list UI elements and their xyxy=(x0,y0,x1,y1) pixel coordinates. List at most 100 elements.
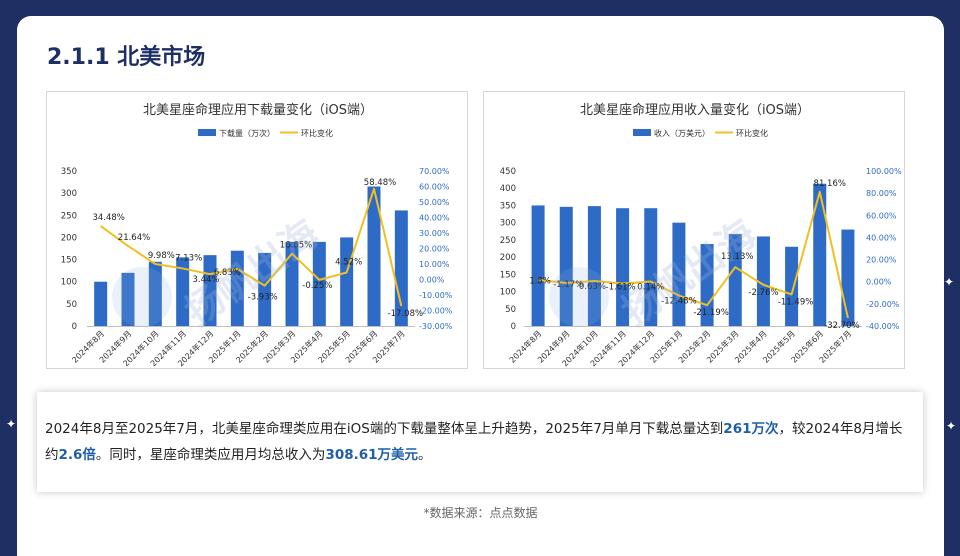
left-axis-tick: 250 xyxy=(500,236,516,246)
data-label-5: 0.14% xyxy=(637,283,664,293)
bar-10 xyxy=(785,246,799,326)
left-axis-tick: 400 xyxy=(500,184,516,194)
left-axis-tick: 0 xyxy=(511,322,516,332)
bar-10 xyxy=(340,237,354,326)
chart-title: 北美星座命理应用下载量变化（iOS端） xyxy=(143,102,373,118)
data-label-6: 6.83% xyxy=(214,268,241,278)
data-label-8: 13.13% xyxy=(721,252,753,262)
data-label-4: 7.13% xyxy=(175,253,202,263)
watermark-logo xyxy=(112,267,172,327)
right-axis-tick: 10.00% xyxy=(419,260,450,269)
bar-3 xyxy=(587,206,601,326)
mom-change-line xyxy=(537,190,849,319)
left-axis-tick: 300 xyxy=(61,189,77,199)
data-label-9: -0.25% xyxy=(302,281,332,291)
right-axis-tick: -40.00% xyxy=(866,322,900,331)
data-label-8: 16.65% xyxy=(280,241,312,251)
left-axis-tick: 150 xyxy=(500,270,516,280)
downloads-chart-panel: 北美星座命理应用下载量变化（iOS端） 下载量（万次） 环比变化 0 50 100 150 2… xyxy=(46,91,468,369)
left-axis-tick: 200 xyxy=(61,233,77,243)
bar-8 xyxy=(285,241,299,326)
right-axis-tick: 40.00% xyxy=(419,214,450,223)
bar-11 xyxy=(367,186,381,326)
chart-legend: 收入（万美元） 环比变化 xyxy=(633,128,768,138)
right-axis-tick: 100.00% xyxy=(866,167,902,176)
right-axis-tick: 20.00% xyxy=(866,256,897,265)
left-axis-tick: 0 xyxy=(72,322,77,332)
data-label-12: -32.70% xyxy=(824,321,859,331)
bar-2 xyxy=(121,272,135,326)
summary-text-2: ，较2024年8月增长约 xyxy=(45,421,903,463)
right-axis-tick: 40.00% xyxy=(866,233,897,242)
bar-11 xyxy=(813,183,827,326)
bar-7 xyxy=(700,244,714,326)
data-label-12: -17.08% xyxy=(388,309,423,319)
revenue-chart-panel: 北美星座命理应用收入量变化（iOS端） 收入（万美元） 环比变化 0 50 100 150 2… xyxy=(483,91,905,369)
source-note: *数据来源：点点数据 xyxy=(423,506,538,520)
data-label-9: -2.76% xyxy=(748,288,778,298)
right-axis-tick: -10.00% xyxy=(419,291,453,300)
summary-highlight-revenue: 308.61万美元 xyxy=(325,447,419,463)
bar-2 xyxy=(559,206,573,326)
data-label-7: -3.93% xyxy=(248,293,278,303)
legend-bar-swatch xyxy=(633,129,651,136)
data-label-4: -1.61% xyxy=(606,282,636,292)
right-axis-tick: 0.00% xyxy=(419,276,445,285)
data-label-2: -1.17% xyxy=(553,280,583,290)
left-axis-tick: 350 xyxy=(61,167,77,177)
bar-4 xyxy=(176,257,190,326)
summary-box: 2024年8月至2025年7月，北美星座命理类应用在iOS端的下载量整体呈上升趋… xyxy=(37,392,923,492)
slide-card: 2.1.1 北美市场 北美星座命理应用下载量变化（iOS端） 下载量（万次） 环比变… xyxy=(17,16,944,556)
bar-1 xyxy=(531,205,545,326)
data-label-1: 34.48% xyxy=(92,213,124,223)
page-title: 2.1.1 北美市场 xyxy=(47,45,206,70)
summary-text-1: 2024年8月至2025年7月，北美星座命理类应用在iOS端的下载量整体呈上升趋… xyxy=(45,421,724,437)
bar-5 xyxy=(644,208,658,326)
summary-highlight-downloads: 261万次 xyxy=(723,421,779,437)
left-axis-tick: 150 xyxy=(61,256,77,266)
right-axis-tick: -20.00% xyxy=(866,300,900,309)
bar-9 xyxy=(312,241,326,326)
bar-6 xyxy=(672,222,686,326)
summary-text-3: 。同时，星座命理类应用月均总收入为 xyxy=(95,447,326,463)
left-axis-tick: 100 xyxy=(500,288,516,298)
downloads-chart: 北美星座命理应用下载量变化（iOS端） 下载量（万次） 环比变化 0 50 100 150 2… xyxy=(61,102,453,368)
data-label-5: 3.44% xyxy=(192,275,219,285)
bar-9 xyxy=(756,236,770,326)
right-axis-tick: 20.00% xyxy=(419,245,450,254)
data-label-7: -21.19% xyxy=(693,308,728,318)
bar-4 xyxy=(616,208,630,326)
bar-3 xyxy=(148,261,162,326)
data-label-10: 4.52% xyxy=(335,257,362,267)
legend-bar-label: 下载量（万次） xyxy=(219,128,275,138)
right-axis-tick: 60.00% xyxy=(866,211,897,220)
legend-bar-swatch xyxy=(198,129,216,136)
right-axis-tick: 30.00% xyxy=(419,229,450,238)
summary-highlight-growth: 2.6倍 xyxy=(58,447,96,463)
mom-change-line xyxy=(100,187,403,307)
bar-8 xyxy=(728,234,742,326)
right-axis-tick: -30.00% xyxy=(419,322,453,331)
legend-line-label: 环比变化 xyxy=(736,128,768,138)
left-axis-tick: 200 xyxy=(500,253,516,263)
left-axis-tick: 250 xyxy=(61,211,77,221)
right-axis-tick: 80.00% xyxy=(866,189,897,198)
right-axis-tick: 70.00% xyxy=(419,167,450,176)
data-label-3: 9.98% xyxy=(148,251,175,261)
data-label-2: 21.64% xyxy=(118,233,150,243)
left-axis-tick: 300 xyxy=(500,219,516,229)
left-axis-tick: 450 xyxy=(500,167,516,177)
chart-legend: 下载量（万次） 环比变化 xyxy=(198,128,333,138)
data-label-11: 58.48% xyxy=(364,178,396,188)
left-axis-tick: 350 xyxy=(500,201,516,211)
legend-line-label: 环比变化 xyxy=(301,128,333,138)
data-label-6: -12.48% xyxy=(661,297,696,307)
summary-text-4: 。 xyxy=(418,447,432,463)
left-axis-tick: 50 xyxy=(505,305,516,315)
right-axis-tick: 0.00% xyxy=(866,278,892,287)
bar-12 xyxy=(841,229,855,326)
bar-7 xyxy=(258,252,272,326)
revenue-chart: 北美星座命理应用收入量变化（iOS端） 收入（万美元） 环比变化 0 50 100 150 2… xyxy=(500,102,902,368)
watermark-logo xyxy=(549,267,609,327)
chart-title: 北美星座命理应用收入量变化（iOS端） xyxy=(580,102,810,118)
